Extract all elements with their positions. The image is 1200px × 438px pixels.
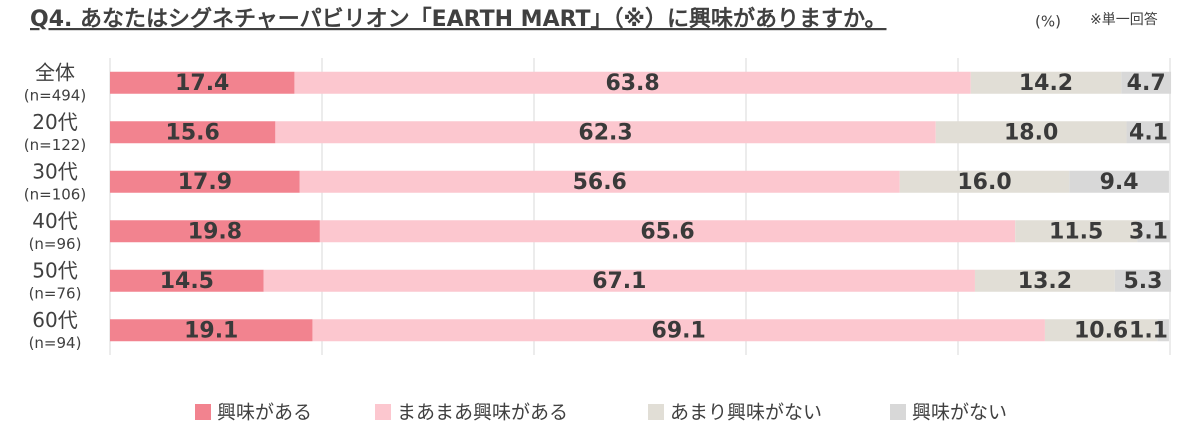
bar-segment bbox=[1157, 319, 1169, 342]
value-label: 17.4 bbox=[175, 71, 229, 96]
bar-segment bbox=[294, 71, 971, 94]
value-label: 14.5 bbox=[160, 269, 214, 294]
value-label: 63.8 bbox=[605, 71, 659, 96]
bar-segment bbox=[935, 121, 1127, 144]
legend-swatch bbox=[195, 404, 211, 420]
legend-swatch bbox=[890, 404, 906, 420]
value-label: 3.1 bbox=[1129, 219, 1168, 244]
value-label: 62.3 bbox=[578, 120, 632, 145]
bar-segment bbox=[312, 319, 1045, 342]
value-label: 67.1 bbox=[592, 269, 646, 294]
value-label: 19.1 bbox=[184, 318, 238, 343]
chart-title: Q4. あなたはシグネチャーパビリオン「EARTH MART」（※）に興味があり… bbox=[30, 6, 887, 32]
unit-label: (%) bbox=[1035, 13, 1061, 31]
legend-swatch bbox=[648, 404, 664, 420]
legend-label: 興味がある bbox=[217, 402, 312, 424]
bar-segment bbox=[110, 319, 313, 342]
bar-segment bbox=[1015, 220, 1138, 243]
sample-size: (n=106) bbox=[24, 185, 86, 203]
sample-size: (n=494) bbox=[24, 86, 86, 104]
bar-segment bbox=[1137, 220, 1170, 243]
category-label: 全体 bbox=[35, 60, 75, 84]
bar-segment bbox=[1114, 269, 1172, 292]
legend-label: あまり興味がない bbox=[670, 402, 822, 424]
bar-segment bbox=[110, 71, 295, 94]
value-label: 69.1 bbox=[652, 318, 706, 343]
legend-swatch bbox=[375, 404, 391, 420]
bar-segment bbox=[110, 121, 276, 144]
bar-segment bbox=[275, 121, 936, 144]
bar-segment bbox=[299, 170, 900, 193]
value-label: 11.5 bbox=[1049, 219, 1103, 244]
category-label: 50代 bbox=[32, 258, 77, 282]
sample-size: (n=94) bbox=[29, 334, 82, 352]
bar-segment bbox=[263, 269, 975, 292]
category-label: 40代 bbox=[32, 209, 77, 233]
legend-label: 興味がない bbox=[912, 402, 1007, 424]
bar-segment bbox=[970, 71, 1122, 94]
bar-segment bbox=[1069, 170, 1169, 193]
bar-segment bbox=[1126, 121, 1170, 144]
value-label: 13.2 bbox=[1018, 269, 1072, 294]
category-label: 20代 bbox=[32, 110, 77, 134]
value-label: 56.6 bbox=[573, 170, 627, 195]
category-label: 30代 bbox=[32, 159, 77, 183]
bar-segment bbox=[974, 269, 1115, 292]
value-label: 18.0 bbox=[1004, 120, 1058, 145]
bar-segment bbox=[110, 269, 264, 292]
bar-segment bbox=[110, 170, 300, 193]
bar-segment bbox=[1044, 319, 1158, 342]
value-label: 4.7 bbox=[1127, 71, 1166, 96]
value-label: 19.8 bbox=[188, 219, 242, 244]
sample-size: (n=122) bbox=[24, 136, 86, 154]
value-label: 10.6 bbox=[1074, 318, 1128, 343]
value-label: 4.1 bbox=[1129, 120, 1168, 145]
value-label: 1.1 bbox=[1129, 318, 1168, 343]
value-label: 14.2 bbox=[1019, 71, 1073, 96]
value-label: 17.9 bbox=[178, 170, 232, 195]
value-label: 65.6 bbox=[640, 219, 694, 244]
bar-segment bbox=[1121, 71, 1172, 94]
value-label: 15.6 bbox=[166, 120, 220, 145]
sample-size: (n=76) bbox=[29, 284, 82, 302]
sample-size: (n=96) bbox=[29, 235, 82, 253]
legend-label: まあまあ興味がある bbox=[397, 402, 568, 424]
value-label: 16.0 bbox=[957, 170, 1011, 195]
category-label: 60代 bbox=[32, 308, 77, 332]
bar-segment bbox=[899, 170, 1070, 193]
value-label: 9.4 bbox=[1100, 170, 1139, 195]
value-label: 5.3 bbox=[1123, 269, 1162, 294]
note: ※単一回答 bbox=[1090, 11, 1158, 28]
bar-segment bbox=[319, 220, 1016, 243]
bar-segment bbox=[110, 220, 320, 243]
